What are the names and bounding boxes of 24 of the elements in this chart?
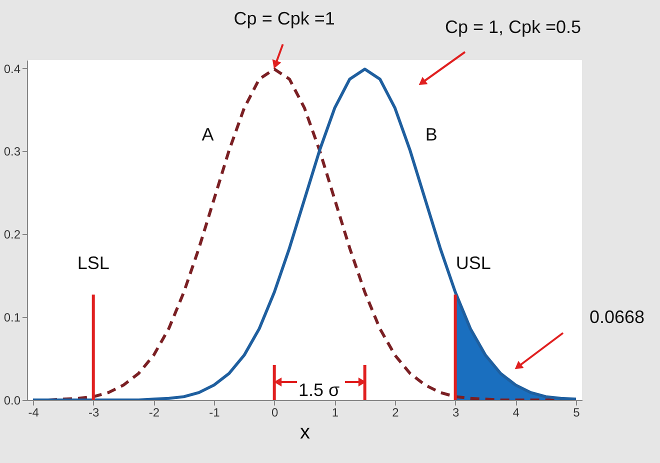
- x-tick-label: -3: [88, 406, 100, 420]
- ref-line-label: LSL: [77, 253, 110, 273]
- x-tick-label: 2: [392, 406, 400, 420]
- x-tick-label: 5: [573, 406, 580, 420]
- y-tick-label: 0.2: [4, 228, 21, 242]
- text: 0.0668: [589, 307, 645, 327]
- x-tick-label: -1: [209, 406, 220, 420]
- annotation: 1.5 σ: [298, 380, 340, 400]
- y-tick-label: 0.4: [4, 62, 21, 76]
- x-tick-label: -2: [148, 406, 160, 420]
- x-tick-label: 3: [452, 406, 460, 420]
- x-tick-label: 0: [271, 406, 278, 420]
- series-label: B: [425, 124, 438, 144]
- x-tick-label: 1: [332, 406, 339, 420]
- ref-line-label: USL: [456, 253, 491, 273]
- text: Cp = 1, Cpk =0.5: [444, 17, 582, 37]
- x-tick-label: -4: [28, 406, 40, 420]
- annotation: Cp = Cpk =1: [234, 8, 335, 28]
- x-axis-title: x: [300, 422, 310, 444]
- series-label: A: [202, 124, 214, 144]
- y-tick-label: 0.0: [4, 394, 21, 408]
- x-tick-label: 4: [512, 406, 520, 420]
- y-tick-label: 0.3: [4, 144, 21, 159]
- y-tick-label: 0.1: [4, 310, 21, 325]
